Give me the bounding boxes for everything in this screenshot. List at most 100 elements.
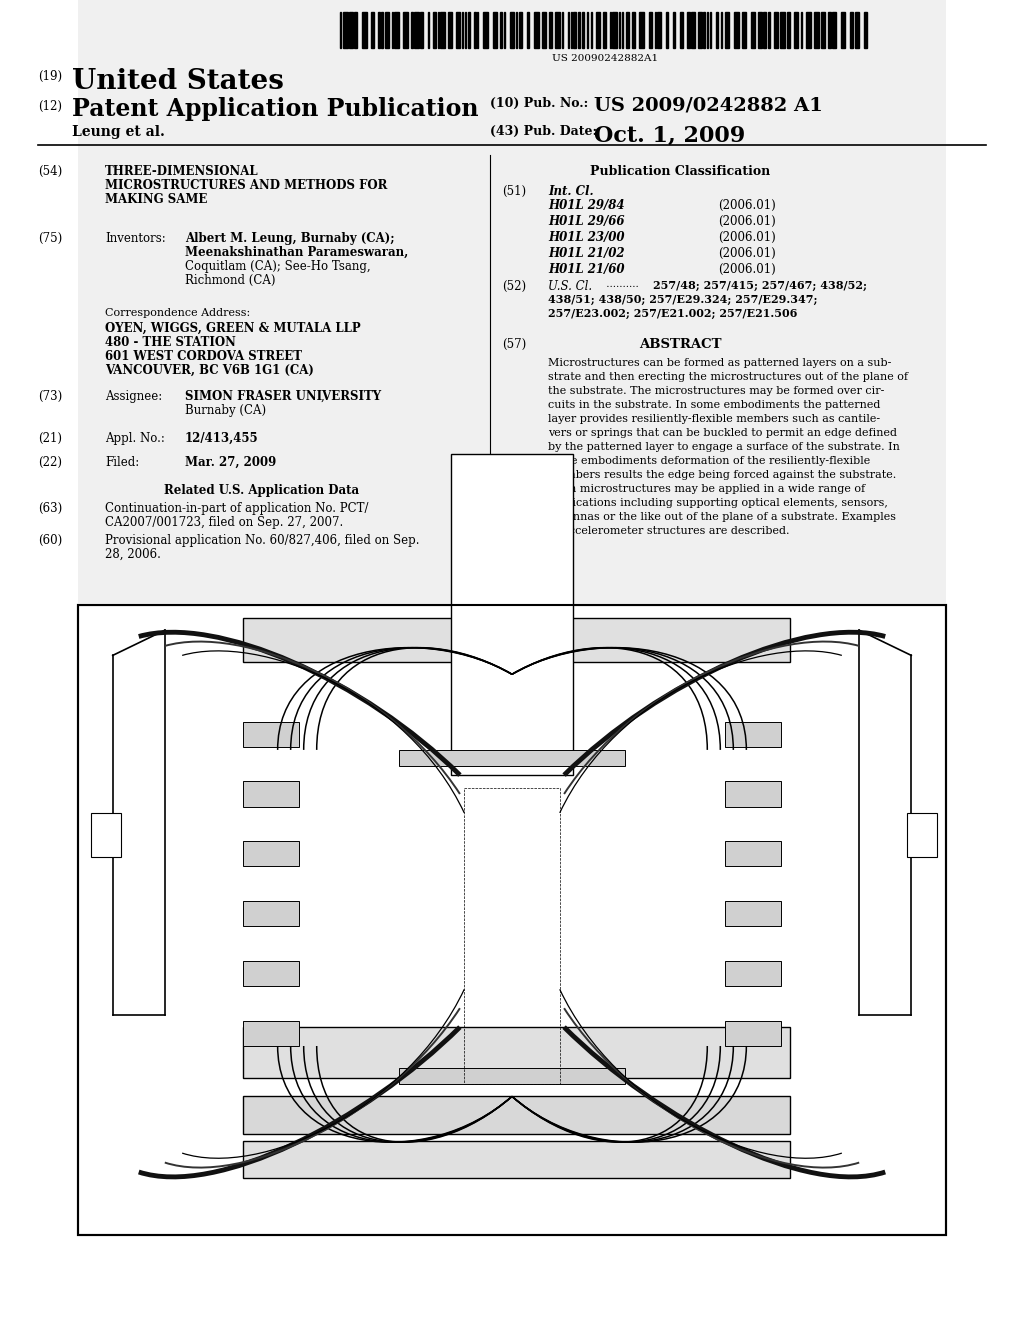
Bar — [639, 12, 644, 48]
Text: ,: , — [321, 389, 325, 403]
Bar — [464, 788, 560, 1084]
Text: Leung et al.: Leung et al. — [72, 125, 165, 139]
Bar — [378, 12, 380, 48]
Bar — [725, 722, 781, 747]
Bar — [649, 12, 652, 48]
Text: Burnaby (CA): Burnaby (CA) — [185, 404, 266, 417]
Bar — [673, 12, 675, 48]
Bar — [725, 781, 781, 807]
Text: 257/48; 257/415; 257/467; 438/52;: 257/48; 257/415; 257/467; 438/52; — [653, 280, 867, 290]
Text: Filed:: Filed: — [105, 455, 139, 469]
Text: H01L 21/60: H01L 21/60 — [548, 263, 625, 276]
Text: ..........: .......... — [603, 280, 639, 289]
Bar — [362, 12, 367, 48]
Text: (2006.01): (2006.01) — [718, 215, 776, 228]
Bar — [680, 12, 683, 48]
Text: Oct. 1, 2009: Oct. 1, 2009 — [594, 125, 745, 147]
Bar — [78, 605, 946, 1236]
Bar — [602, 12, 606, 48]
Text: (63): (63) — [38, 502, 62, 515]
Bar — [698, 12, 702, 48]
Bar — [452, 454, 572, 775]
Bar — [725, 902, 781, 927]
Bar — [91, 813, 122, 857]
Text: H01L 21/02: H01L 21/02 — [548, 247, 625, 260]
Bar — [399, 750, 625, 766]
Bar — [725, 961, 781, 986]
Bar — [483, 12, 487, 48]
Text: THREE-DIMENSIONAL: THREE-DIMENSIONAL — [105, 165, 259, 178]
Bar — [415, 12, 419, 48]
Text: Richmond (CA): Richmond (CA) — [185, 275, 275, 286]
Bar — [763, 12, 766, 48]
Text: the substrate. The microstructures may be formed over cir-: the substrate. The microstructures may b… — [548, 385, 885, 396]
Bar — [449, 12, 452, 48]
Bar — [768, 12, 770, 48]
Text: (19): (19) — [38, 70, 62, 83]
Bar — [864, 12, 867, 48]
Bar — [78, 605, 946, 1236]
Bar — [787, 12, 790, 48]
Bar — [549, 12, 552, 48]
Bar — [841, 12, 845, 48]
Bar — [725, 841, 781, 866]
Bar — [814, 12, 819, 48]
Bar — [343, 12, 348, 48]
Bar — [855, 12, 859, 48]
Bar — [420, 12, 423, 48]
Text: antennas or the like out of the plane of a substrate. Examples: antennas or the like out of the plane of… — [548, 512, 896, 521]
Bar — [243, 1140, 790, 1179]
Bar — [501, 12, 502, 48]
Bar — [703, 12, 705, 48]
Bar — [741, 12, 746, 48]
Bar — [686, 12, 690, 48]
Bar — [510, 12, 514, 48]
Text: ABSTRACT: ABSTRACT — [639, 338, 721, 351]
Bar — [774, 12, 778, 48]
Text: CA2007/001723, filed on Sep. 27, 2007.: CA2007/001723, filed on Sep. 27, 2007. — [105, 516, 343, 529]
Text: Related U.S. Application Data: Related U.S. Application Data — [165, 484, 359, 498]
Bar — [734, 12, 738, 48]
Bar — [468, 12, 470, 48]
Text: SIMON FRASER UNIVERSITY: SIMON FRASER UNIVERSITY — [185, 389, 381, 403]
Text: Assignee:: Assignee: — [105, 389, 162, 403]
Text: by the patterned layer to engage a surface of the substrate. In: by the patterned layer to engage a surfa… — [548, 442, 900, 451]
Text: 12/413,455: 12/413,455 — [185, 432, 259, 445]
Text: Inventors:: Inventors: — [105, 232, 166, 246]
Text: (52): (52) — [502, 280, 526, 293]
Text: US 20090242882A1: US 20090242882A1 — [552, 54, 658, 63]
Bar — [493, 12, 498, 48]
Text: Int. Cl.: Int. Cl. — [548, 185, 594, 198]
Text: vers or springs that can be buckled to permit an edge defined: vers or springs that can be buckled to p… — [548, 428, 897, 438]
Bar — [656, 12, 662, 48]
Text: 601 WEST CORDOVA STREET: 601 WEST CORDOVA STREET — [105, 350, 302, 363]
Bar — [583, 12, 585, 48]
Text: H01L 29/66: H01L 29/66 — [548, 215, 625, 228]
Bar — [243, 1027, 790, 1077]
Bar — [794, 12, 798, 48]
Text: VANCOUVER, BC V6B 1G1 (CA): VANCOUVER, BC V6B 1G1 (CA) — [105, 364, 314, 378]
Bar — [474, 12, 476, 48]
Bar — [385, 12, 389, 48]
Text: (57): (57) — [502, 338, 526, 351]
Bar — [243, 781, 299, 807]
Bar — [850, 12, 853, 48]
Text: U.S. Cl.: U.S. Cl. — [548, 280, 592, 293]
Bar — [456, 12, 460, 48]
Text: Coquitlam (CA); See-Ho Tsang,: Coquitlam (CA); See-Ho Tsang, — [185, 260, 371, 273]
Text: some embodiments deformation of the resiliently-flexible: some embodiments deformation of the resi… — [548, 455, 870, 466]
Text: (2006.01): (2006.01) — [718, 263, 776, 276]
Bar — [412, 12, 414, 48]
Text: Meenakshinathan Parameswaran,: Meenakshinathan Parameswaran, — [185, 246, 409, 259]
Text: 438/51; 438/50; 257/E29.324; 257/E29.347;: 438/51; 438/50; 257/E29.324; 257/E29.347… — [548, 294, 817, 305]
Bar — [907, 813, 937, 857]
Text: MICROSTRUCTURES AND METHODS FOR: MICROSTRUCTURES AND METHODS FOR — [105, 180, 387, 191]
Bar — [579, 12, 581, 48]
Bar — [691, 12, 695, 48]
Bar — [535, 12, 539, 48]
Text: Provisional application No. 60/827,406, filed on Sep.: Provisional application No. 60/827,406, … — [105, 535, 420, 546]
Bar — [243, 618, 790, 661]
Bar — [440, 12, 445, 48]
Bar — [626, 12, 629, 48]
Text: (2006.01): (2006.01) — [718, 231, 776, 244]
